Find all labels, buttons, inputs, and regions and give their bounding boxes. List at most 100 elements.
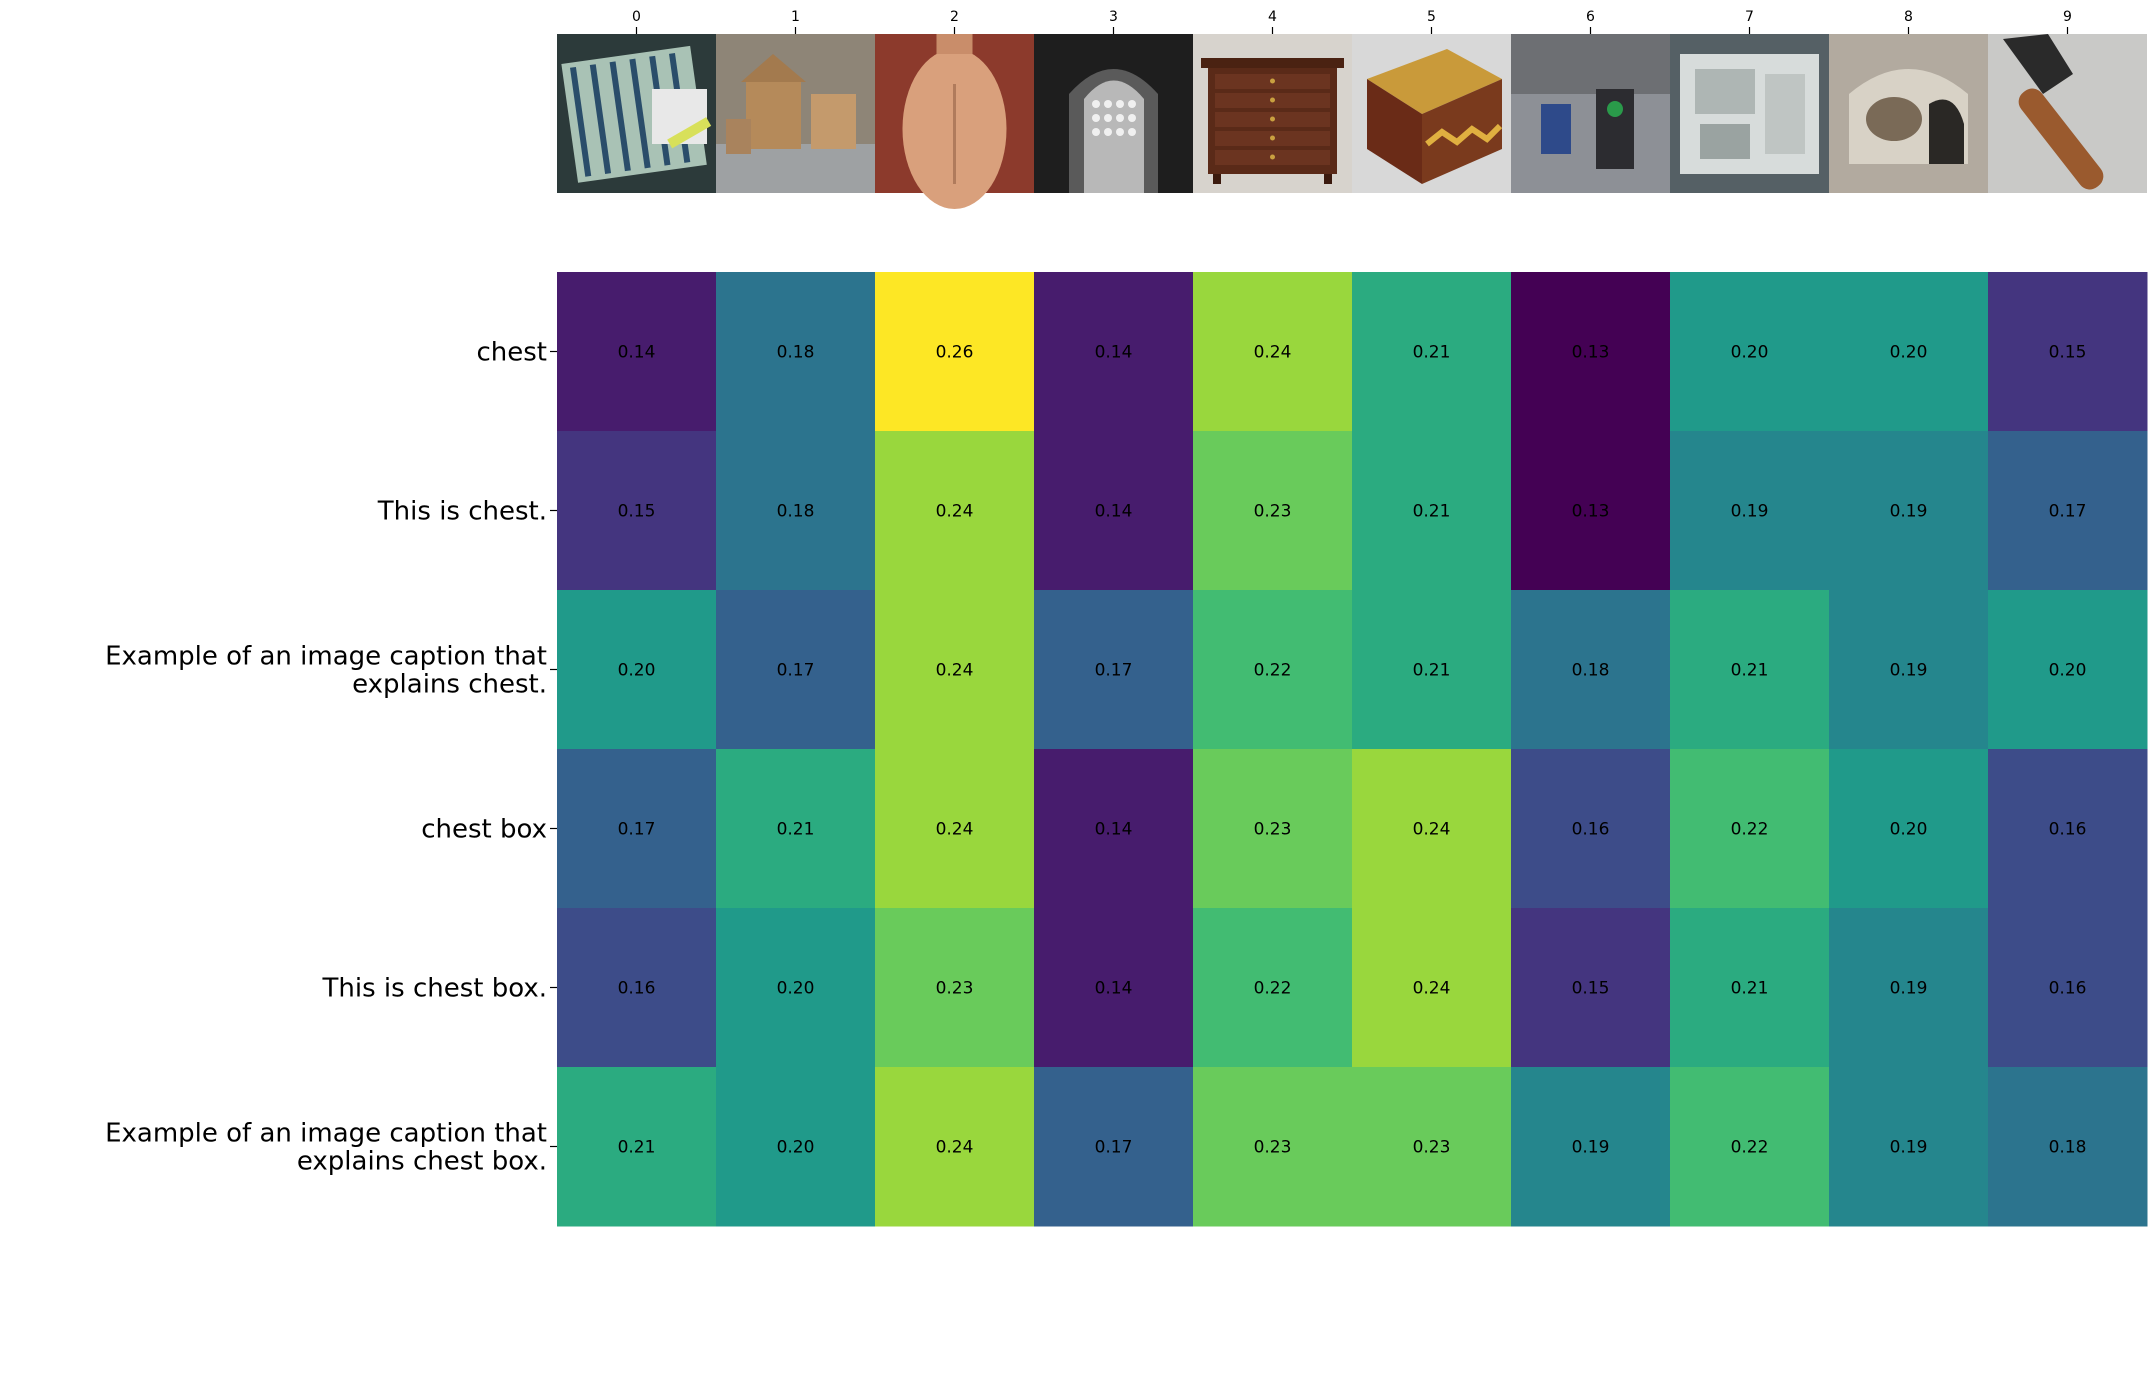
cell-value-labels: 0.14 0.18 0.26 0.14 0.24 0.21 0.13 0.20 0.20 0.15… xyxy=(618,343,2087,1158)
cell-value-label: 0.24 xyxy=(936,1138,974,1158)
cell-value-label: 0.17 xyxy=(777,661,815,681)
heatmap-cell xyxy=(875,749,1035,909)
heatmap-cell xyxy=(1193,908,1353,1068)
heatmap-cell xyxy=(1193,749,1353,909)
heatmap-cell xyxy=(1829,1067,1989,1227)
heatmap-cell xyxy=(1034,908,1194,1068)
axe-image xyxy=(1988,34,2147,193)
cell-value-label: 0.16 xyxy=(618,979,656,999)
heatmap-cell xyxy=(716,749,876,909)
column-tick-label: 3 xyxy=(1109,9,1118,25)
column-tick-label: 5 xyxy=(1427,9,1436,25)
row-label: This is chest box. xyxy=(322,974,547,1004)
heatmap-cell xyxy=(1511,272,1671,432)
cell-value-label: 0.13 xyxy=(1572,343,1610,363)
cell-value-label: 0.15 xyxy=(1572,979,1610,999)
cell-value-label: 0.21 xyxy=(1731,661,1769,681)
cell-value-label: 0.17 xyxy=(1095,1138,1133,1158)
cell-value-label: 0.22 xyxy=(1254,661,1292,681)
cell-value-label: 0.18 xyxy=(777,502,815,522)
battery-pack-image xyxy=(557,34,716,193)
cell-value-label: 0.19 xyxy=(1890,979,1928,999)
cell-value-label: 0.23 xyxy=(1413,1138,1451,1158)
heatmap-cell xyxy=(1511,1067,1671,1227)
heatmap-grid xyxy=(557,272,2148,1227)
heatmap-cell xyxy=(1988,272,2148,432)
cell-value-label: 0.19 xyxy=(1890,661,1928,681)
column-tick-label: 2 xyxy=(950,9,959,25)
heatmap-cell xyxy=(1352,749,1512,909)
heatmap-cell xyxy=(1193,431,1353,591)
heatmap-cell xyxy=(1670,749,1830,909)
heatmap-cell xyxy=(716,1067,876,1227)
heatmap-cell xyxy=(1193,1067,1353,1227)
cell-value-label: 0.18 xyxy=(2049,1138,2087,1158)
cell-value-label: 0.14 xyxy=(1095,502,1133,522)
cell-value-label: 0.14 xyxy=(1095,979,1133,999)
column-tick-label: 4 xyxy=(1268,9,1277,25)
heatmap-cell xyxy=(1034,272,1194,432)
heatmap-cell xyxy=(1511,908,1671,1068)
cell-value-label: 0.14 xyxy=(618,343,656,363)
cell-value-label: 0.24 xyxy=(1254,343,1292,363)
cell-value-label: 0.24 xyxy=(1413,979,1451,999)
heatmap-cell xyxy=(716,908,876,1068)
cell-value-label: 0.21 xyxy=(618,1138,656,1158)
cell-value-label: 0.24 xyxy=(936,820,974,840)
heatmap-cell xyxy=(557,431,717,591)
heatmap-cell xyxy=(557,590,717,750)
heatmap-cell xyxy=(1352,272,1512,432)
cell-value-label: 0.17 xyxy=(1095,661,1133,681)
heatmap-cell xyxy=(1988,431,2148,591)
heatmap-cell xyxy=(875,272,1035,432)
cell-value-label: 0.16 xyxy=(2049,820,2087,840)
cell-value-label: 0.19 xyxy=(1890,502,1928,522)
heatmap-cell xyxy=(1670,1067,1830,1227)
column-tick-label: 7 xyxy=(1745,9,1754,25)
heatmap-cell xyxy=(716,272,876,432)
computer-case-image xyxy=(1670,34,1829,193)
heatmap-cell xyxy=(557,749,717,909)
cell-value-label: 0.20 xyxy=(1890,343,1928,363)
cell-value-label: 0.14 xyxy=(1095,343,1133,363)
cell-value-label: 0.23 xyxy=(1254,820,1292,840)
cell-value-label: 0.17 xyxy=(618,820,656,840)
heatmap-cell xyxy=(1988,908,2148,1068)
heatmap-cell xyxy=(875,590,1035,750)
cell-value-label: 0.15 xyxy=(618,502,656,522)
row-label: chest box xyxy=(421,815,547,845)
cell-value-label: 0.22 xyxy=(1254,979,1292,999)
row-label: chest xyxy=(476,338,547,368)
heatmap-cell xyxy=(1511,431,1671,591)
heatmap-cell xyxy=(875,1067,1035,1227)
column-tick-label: 0 xyxy=(632,9,641,25)
heatmap-cell xyxy=(716,590,876,750)
cell-value-label: 0.16 xyxy=(1572,820,1610,840)
cell-value-label: 0.22 xyxy=(1731,820,1769,840)
street-bins-image xyxy=(1511,34,1670,193)
heatmap-cell xyxy=(1829,431,1989,591)
cell-value-label: 0.19 xyxy=(1572,1138,1610,1158)
heatmap-cell xyxy=(875,908,1035,1068)
column-tick-label: 8 xyxy=(1904,9,1913,25)
heatmap-cell xyxy=(557,908,717,1068)
cell-value-label: 0.18 xyxy=(1572,661,1610,681)
column-image-strip xyxy=(557,34,2147,209)
row-label: This is chest. xyxy=(377,497,547,527)
heatmap-cell xyxy=(1670,272,1830,432)
cell-value-label: 0.16 xyxy=(2049,979,2087,999)
heatmap-cell xyxy=(1034,749,1194,909)
cell-value-label: 0.26 xyxy=(936,343,974,363)
cell-value-label: 0.19 xyxy=(1890,1138,1928,1158)
heatmap-cell xyxy=(1829,272,1989,432)
heatmap-cell xyxy=(557,272,717,432)
cell-value-label: 0.21 xyxy=(1413,343,1451,363)
heatmap-cell xyxy=(557,1067,717,1227)
cell-value-label: 0.14 xyxy=(1095,820,1133,840)
cell-value-label: 0.20 xyxy=(618,661,656,681)
cell-value-label: 0.21 xyxy=(1731,979,1769,999)
heatmap-cell xyxy=(1352,431,1512,591)
cell-value-label: 0.15 xyxy=(2049,343,2087,363)
cell-value-label: 0.24 xyxy=(936,661,974,681)
